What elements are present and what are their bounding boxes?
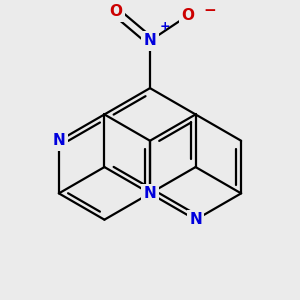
Text: −: − [204,3,216,18]
Text: +: + [159,20,170,32]
Text: N: N [52,133,65,148]
Text: O: O [109,4,122,19]
Text: N: N [144,186,156,201]
Text: O: O [182,8,194,23]
Text: N: N [189,212,202,227]
Text: N: N [144,33,156,48]
